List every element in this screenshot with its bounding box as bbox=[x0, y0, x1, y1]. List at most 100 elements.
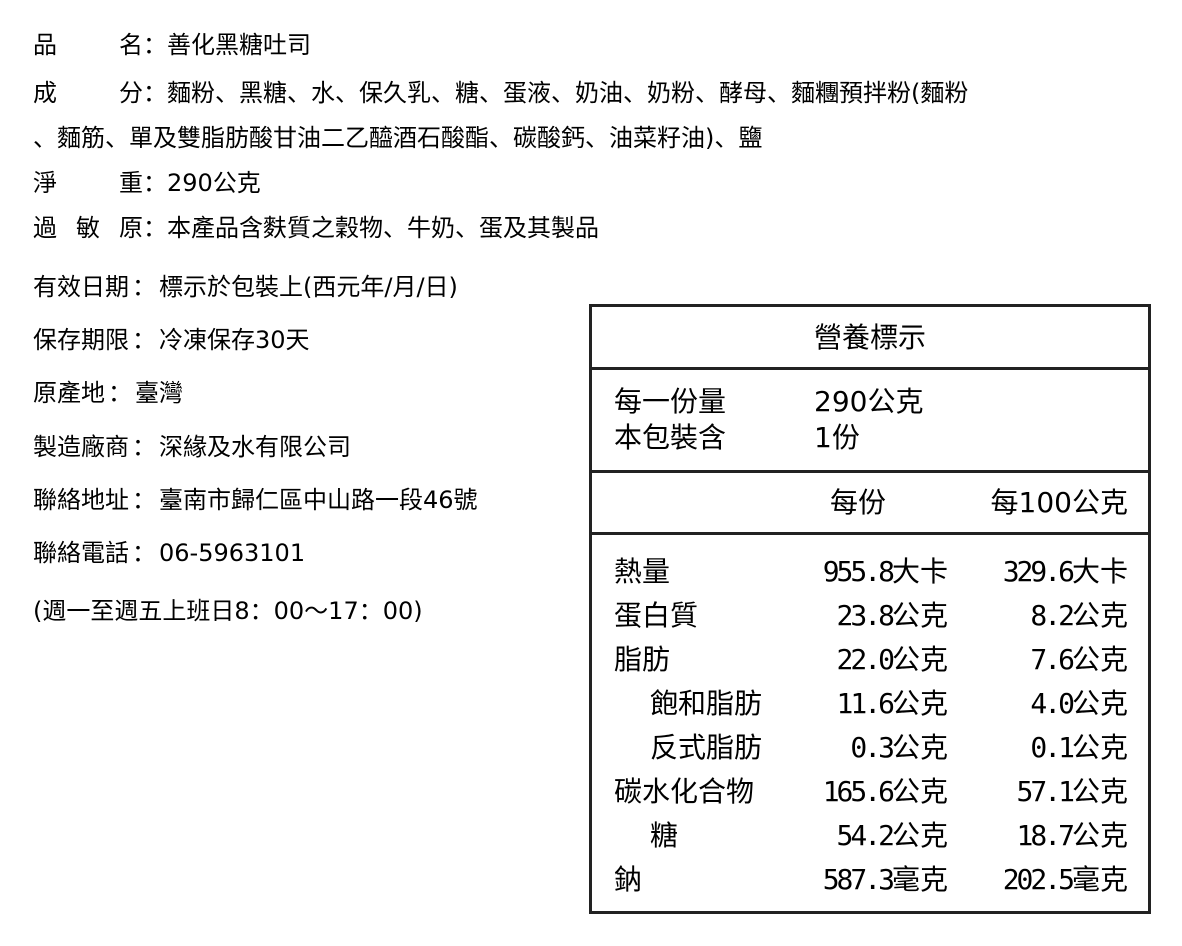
amount: 587.3 bbox=[822, 863, 895, 896]
info-value: 、麵筋、單及雙脂肪酸甘油二乙醯酒石酸酯、碳酸鈣、油菜籽油)、鹽 bbox=[33, 124, 763, 152]
colon: ： bbox=[143, 169, 167, 197]
info-line: 成分：麵粉、黑糖、水、保久乳、糖、蛋液、奶油、奶粉、酵母、麵糰預拌粉(麵粉 bbox=[33, 78, 968, 108]
info-value: 本產品含麩質之穀物、牛奶、蛋及其製品 bbox=[167, 214, 599, 242]
colon: ： bbox=[108, 379, 132, 407]
per-100g-value: 57.1公克 bbox=[1017, 776, 1128, 808]
unit: 公克 bbox=[1071, 599, 1128, 632]
amount: 0.1 bbox=[1030, 731, 1075, 764]
colon: ： bbox=[132, 486, 156, 514]
nutrition-table: 營養標示 每一份量 290公克 本包裝含 1份 每份 每100公克 熱量 955.… bbox=[589, 304, 1151, 914]
per-serving-value: 165.6公克 bbox=[823, 776, 948, 808]
colon: ： bbox=[132, 326, 156, 354]
amount: 7.6 bbox=[1030, 643, 1075, 676]
colon: ： bbox=[143, 31, 167, 59]
info-label: 保存期限 bbox=[33, 326, 129, 354]
info-label: 聯絡地址 bbox=[33, 486, 129, 514]
info-label: 原產地 bbox=[33, 379, 105, 407]
amount: 0.3 bbox=[850, 731, 895, 764]
column-header: 每份 每100公克 bbox=[592, 473, 1148, 535]
unit: 公克 bbox=[1071, 643, 1128, 676]
unit: 公克 bbox=[891, 599, 948, 632]
colon: ： bbox=[143, 79, 167, 107]
per-serving-value: 22.0公克 bbox=[837, 644, 948, 676]
serving-size-label: 每一份量 bbox=[614, 385, 727, 418]
info-value: 善化黑糖吐司 bbox=[167, 31, 311, 59]
col-per-serving: 每份 bbox=[830, 486, 887, 519]
unit: 公克 bbox=[1071, 775, 1128, 808]
per-serving-value: 587.3毫克 bbox=[823, 864, 948, 896]
per-serving-value: 955.8大卡 bbox=[823, 556, 948, 588]
unit: 大卡 bbox=[1071, 555, 1128, 588]
amount: 4.0 bbox=[1030, 687, 1075, 720]
per-serving-value: 23.8公克 bbox=[837, 600, 948, 632]
info-line: 過敏原：本產品含麩質之穀物、牛奶、蛋及其製品 bbox=[33, 213, 599, 243]
info-line: 、麵筋、單及雙脂肪酸甘油二乙醯酒石酸酯、碳酸鈣、油菜籽油)、鹽 bbox=[33, 123, 762, 153]
nutrient-name: 熱量 bbox=[614, 555, 671, 588]
amount: 23.8 bbox=[836, 599, 895, 632]
nutrient-name: 鈉 bbox=[614, 863, 643, 896]
amount: 18.7 bbox=[1016, 819, 1075, 852]
info-label: 製造廠商 bbox=[33, 433, 129, 461]
info-value: 臺灣 bbox=[135, 379, 183, 407]
amount: 8.2 bbox=[1030, 599, 1075, 632]
per-100g-value: 4.0公克 bbox=[1030, 688, 1128, 720]
info-line: 有效日期：標示於包裝上(西元年/月/日) bbox=[33, 272, 458, 302]
per-100g-value: 7.6公克 bbox=[1030, 644, 1128, 676]
nutrient-name: 飽和脂肪 bbox=[650, 687, 763, 720]
colon: ： bbox=[132, 273, 156, 301]
unit: 公克 bbox=[1071, 819, 1128, 852]
amount: 955.8 bbox=[822, 555, 895, 588]
per-serving-value: 11.6公克 bbox=[837, 688, 948, 720]
unit: 毫克 bbox=[1071, 863, 1128, 896]
info-line: 品名：善化黑糖吐司 bbox=[33, 30, 311, 60]
unit: 大卡 bbox=[891, 555, 948, 588]
per-serving-value: 54.2公克 bbox=[837, 820, 948, 852]
per-100g-value: 329.6大卡 bbox=[1003, 556, 1128, 588]
unit: 公克 bbox=[891, 731, 948, 764]
info-label: 有效日期 bbox=[33, 273, 129, 301]
per-100g-value: 202.5毫克 bbox=[1003, 864, 1128, 896]
info-label: 品名 bbox=[33, 31, 143, 59]
amount: 329.6 bbox=[1002, 555, 1075, 588]
info-line: 原產地：臺灣 bbox=[33, 378, 183, 408]
nutrient-name: 脂肪 bbox=[614, 643, 671, 676]
service-hours: (週一至週五上班日8：00～17：00) bbox=[33, 597, 423, 625]
info-line: 淨重：290公克 bbox=[33, 168, 261, 198]
unit: 公克 bbox=[1071, 731, 1128, 764]
info-line: 製造廠商：深緣及水有限公司 bbox=[33, 432, 351, 462]
colon: ： bbox=[143, 214, 167, 242]
info-line: 保存期限：冷凍保存30天 bbox=[33, 325, 310, 355]
servings-value: 1份 bbox=[814, 421, 860, 454]
nutrient-name: 蛋白質 bbox=[614, 599, 699, 632]
unit: 公克 bbox=[891, 775, 948, 808]
col-per-100g: 每100公克 bbox=[990, 486, 1128, 519]
amount: 57.1 bbox=[1016, 775, 1075, 808]
info-label: 成分 bbox=[33, 79, 143, 107]
info-label: 淨重 bbox=[33, 169, 143, 197]
info-value: 冷凍保存30天 bbox=[159, 326, 310, 354]
info-value: 麵粉、黑糖、水、保久乳、糖、蛋液、奶油、奶粉、酵母、麵糰預拌粉(麵粉 bbox=[167, 79, 969, 107]
colon: ： bbox=[132, 539, 156, 567]
per-serving-value: 0.3公克 bbox=[850, 732, 948, 764]
nutrient-name: 糖 bbox=[650, 819, 679, 852]
info-line: 聯絡地址：臺南市歸仁區中山路一段46號 bbox=[33, 485, 478, 515]
per-100g-value: 0.1公克 bbox=[1030, 732, 1128, 764]
nutrient-name: 反式脂肪 bbox=[650, 731, 763, 764]
amount: 22.0 bbox=[836, 643, 895, 676]
amount: 54.2 bbox=[836, 819, 895, 852]
info-value: 深緣及水有限公司 bbox=[159, 433, 351, 461]
per-100g-value: 18.7公克 bbox=[1017, 820, 1128, 852]
info-value: 290公克 bbox=[167, 169, 261, 197]
info-label: 聯絡電話 bbox=[33, 539, 129, 567]
unit: 公克 bbox=[891, 819, 948, 852]
info-value: 臺南市歸仁區中山路一段46號 bbox=[159, 486, 478, 514]
serving-size-value: 290公克 bbox=[814, 385, 924, 418]
unit: 毫克 bbox=[891, 863, 948, 896]
amount: 11.6 bbox=[836, 687, 895, 720]
per-100g-value: 8.2公克 bbox=[1030, 600, 1128, 632]
serving-info: 每一份量 290公克 本包裝含 1份 bbox=[592, 370, 1148, 473]
servings-label: 本包裝含 bbox=[614, 421, 727, 454]
nutrition-title: 營養標示 bbox=[592, 307, 1148, 370]
unit: 公克 bbox=[891, 643, 948, 676]
info-label: 過敏原 bbox=[33, 214, 143, 242]
